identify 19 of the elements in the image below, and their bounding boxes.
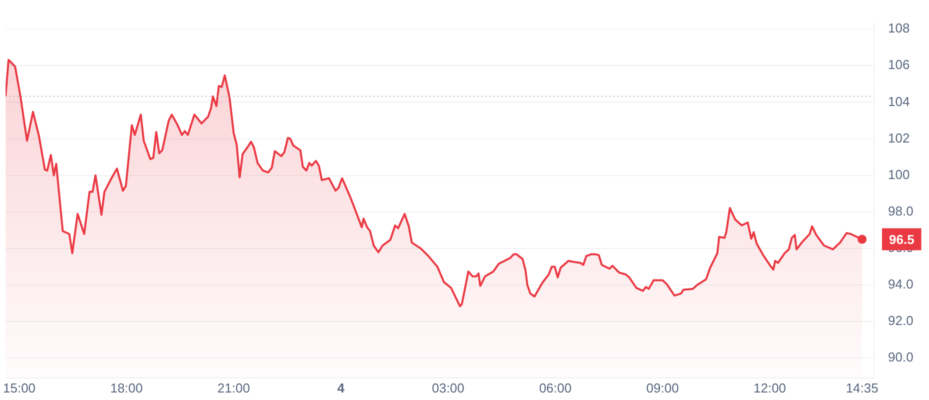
x-tick-label: 15:00 (2, 380, 36, 396)
x-tick-label: 09:00 (646, 380, 679, 396)
x-tick-label: 12:00 (753, 380, 786, 396)
y-tick-label: 106 (888, 57, 910, 72)
y-tick-label: 108 (888, 20, 910, 36)
y-tick-label: 92.0 (888, 313, 914, 328)
x-tick-label: 14:35 (846, 380, 878, 396)
y-tick-label: 90.0 (888, 350, 914, 365)
y-tick-label: 94.0 (888, 276, 914, 292)
x-tick-label: 18:00 (110, 380, 143, 396)
y-tick-label: 100 (888, 166, 910, 182)
y-tick-label: 98.0 (888, 203, 914, 218)
annotation: 96.5 (888, 232, 914, 247)
y-tick-label: 104 (888, 94, 910, 109)
x-tick-label: 21:00 (217, 380, 250, 396)
x-tick-label: 06:00 (539, 380, 572, 396)
y-tick-label: 102 (888, 130, 910, 146)
x-tick-label: 4 (337, 380, 346, 396)
x-tick-label: 03:00 (432, 380, 464, 396)
